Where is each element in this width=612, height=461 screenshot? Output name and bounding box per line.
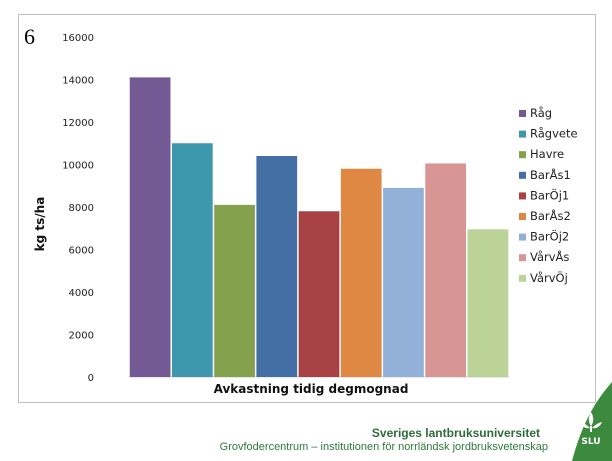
bar-chart: 0 2000 4000 6000 8000 10000 12000 14000 16000 kg… [33,33,578,396]
legend-label: BarÅs1 [530,167,571,182]
legend-swatch [519,192,526,200]
bar [214,204,255,377]
bar [467,229,509,377]
legend-label: Råg [530,106,552,120]
y-tick-label: 12000 [62,118,94,129]
y-tick-label: 16000 [62,33,94,44]
legend: Råg Rågvete Havre BarÅs1 BarÖj1 BarÅs2 BarÖj2 V… [519,106,578,285]
y-tick-label: 4000 [69,288,94,299]
y-axis-label: kg ts/ha [33,197,47,252]
bar [129,77,171,377]
legend-swatch [519,171,526,179]
y-tick-label: 8000 [69,203,94,214]
y-tick-label: 14000 [62,76,94,87]
legend-swatch [519,274,526,282]
slide-number: 6 [24,24,35,49]
legend-label: VårvÖj [530,269,568,285]
bar [425,163,467,377]
bar [298,211,340,377]
bar [171,143,213,377]
x-axis-label: Avkastning tidig degmognad [214,382,409,396]
legend-swatch [519,254,526,262]
legend-swatch [519,233,526,241]
legend-swatch [519,213,526,220]
legend-label: BarÖj1 [530,186,569,202]
chart-frame: 6 0 2000 4000 6000 8000 10000 12000 14000 16000 … [18,14,596,403]
bar [256,156,298,377]
y-tick-label: 0 [88,373,94,384]
bars [129,77,509,377]
footer-university-name: Sveriges lantbruksuniversitet [371,426,540,440]
legend-label: Havre [530,147,564,161]
footer-department: Grovfodercentrum – institutionen för nor… [219,441,548,453]
legend-label: BarÅs2 [530,208,571,223]
legend-swatch [519,151,526,159]
y-tick-label: 2000 [69,331,94,342]
bar [340,168,382,377]
y-tick-label: 6000 [69,246,94,257]
legend-swatch [519,110,526,117]
bar [383,187,424,377]
y-tick-label: 10000 [62,161,94,172]
legend-swatch [519,130,526,138]
legend-label: BarÖj2 [530,228,569,244]
slu-logo-text: SLU [581,437,600,447]
legend-label: Rågvete [530,127,578,141]
legend-label: VårvÅs [530,249,569,264]
slu-logo: SLU [580,412,602,447]
